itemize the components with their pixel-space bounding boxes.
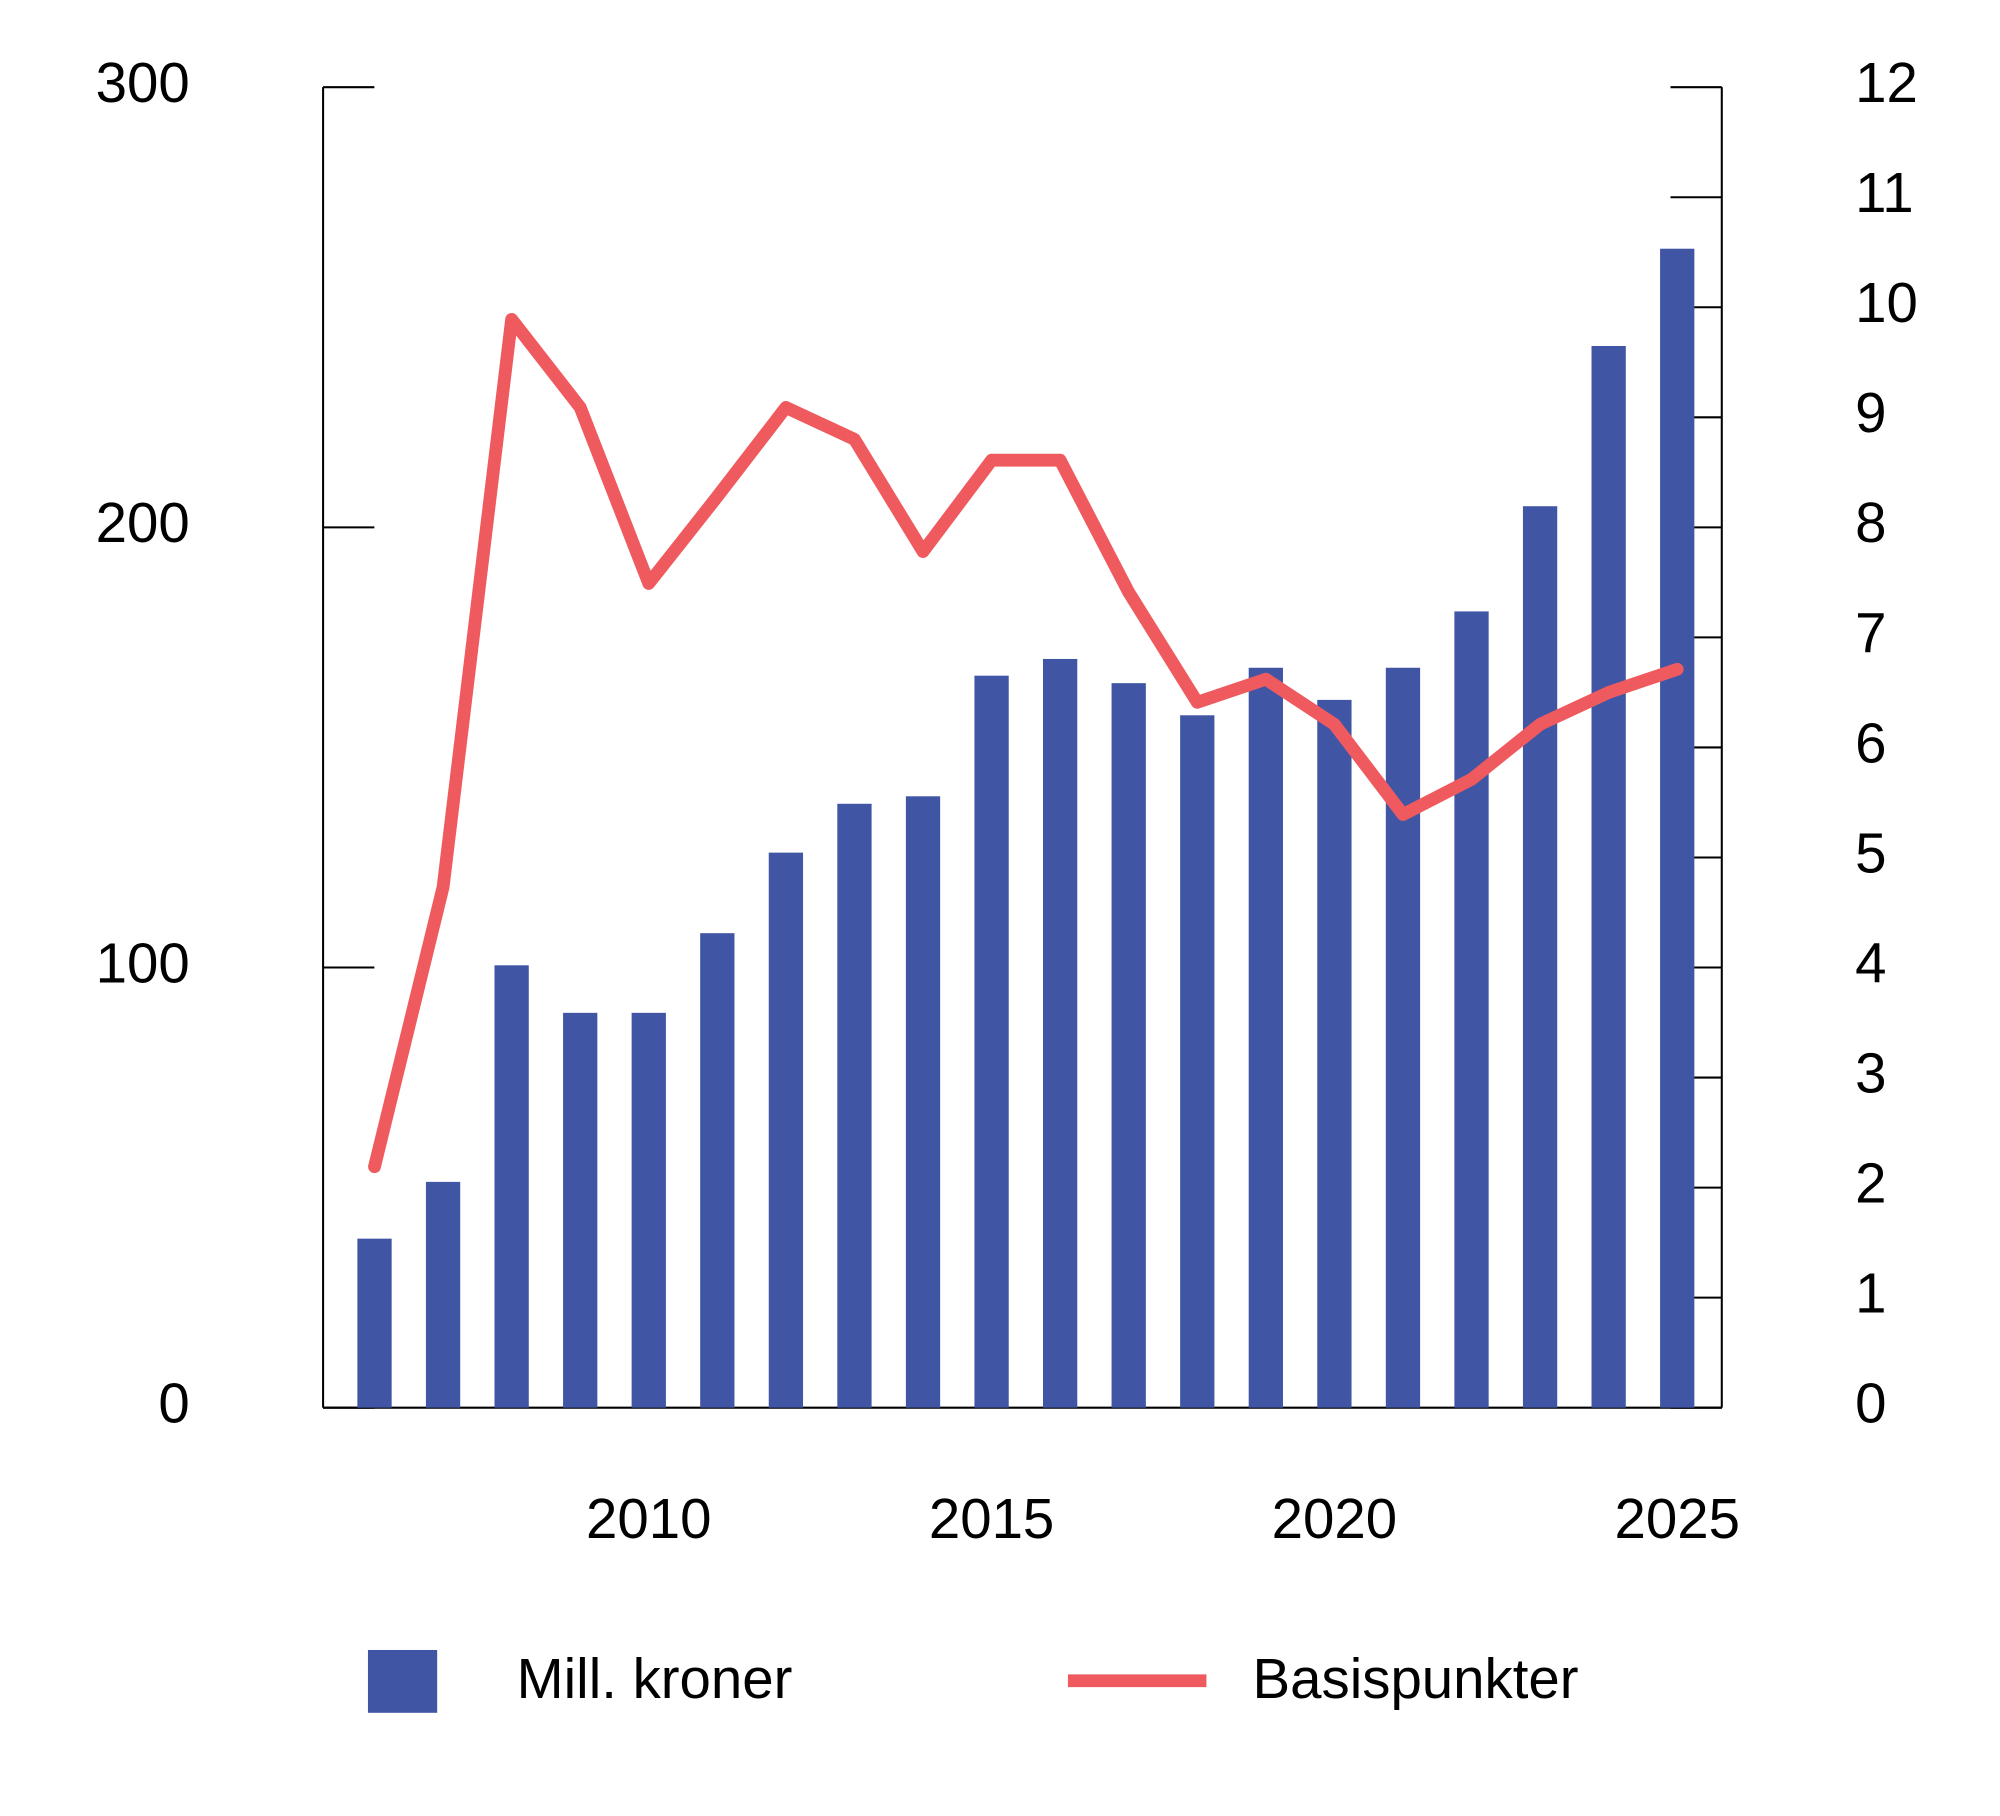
x-tick-label: 2025 (1614, 1487, 1739, 1550)
y2-tick-label: 4 (1855, 931, 1886, 994)
legend-label: Mill. kroner (517, 1647, 793, 1710)
bar (1043, 658, 1078, 1408)
bar (974, 675, 1009, 1408)
y2-tick-label: 1 (1855, 1262, 1886, 1325)
y2-tick-label: 10 (1855, 271, 1918, 334)
bar (631, 1012, 666, 1408)
bar (700, 933, 735, 1408)
y-tick-label: 300 (96, 51, 190, 114)
y2-tick-label: 8 (1855, 491, 1886, 554)
bar (1248, 667, 1283, 1408)
y2-tick-label: 12 (1855, 51, 1918, 114)
y-tick-label: 0 (158, 1372, 189, 1435)
y2-tick-label: 0 (1855, 1372, 1886, 1435)
x-tick-label: 2015 (929, 1487, 1054, 1550)
bar (425, 1181, 461, 1408)
bar (837, 803, 872, 1408)
bar (1522, 506, 1558, 1408)
bar (1385, 667, 1421, 1408)
y2-tick-label: 7 (1855, 601, 1886, 664)
bar (1591, 345, 1626, 1408)
y2-tick-label: 5 (1855, 821, 1886, 884)
bar (563, 1012, 598, 1408)
y2-tick-label: 3 (1855, 1041, 1886, 1104)
y-tick-label: 200 (96, 491, 190, 554)
y2-tick-label: 11 (1855, 161, 1914, 224)
y-tick-label: 100 (96, 931, 190, 994)
y2-tick-label: 6 (1855, 711, 1886, 774)
legend-label: Basispunkter (1253, 1647, 1579, 1710)
x-tick-label: 2020 (1272, 1487, 1397, 1550)
bar (357, 1238, 392, 1408)
bar (1660, 248, 1695, 1408)
bar (905, 796, 941, 1408)
bar (1111, 683, 1146, 1408)
bar (494, 965, 529, 1408)
bar (768, 852, 804, 1408)
legend-swatch (367, 1649, 438, 1713)
x-tick-label: 2010 (586, 1487, 711, 1550)
y2-tick-label: 9 (1855, 381, 1886, 444)
bar (1180, 715, 1215, 1408)
bar (1454, 611, 1489, 1408)
bar (1317, 699, 1352, 1408)
y2-tick-label: 2 (1855, 1151, 1886, 1214)
line (368, 312, 1684, 1174)
